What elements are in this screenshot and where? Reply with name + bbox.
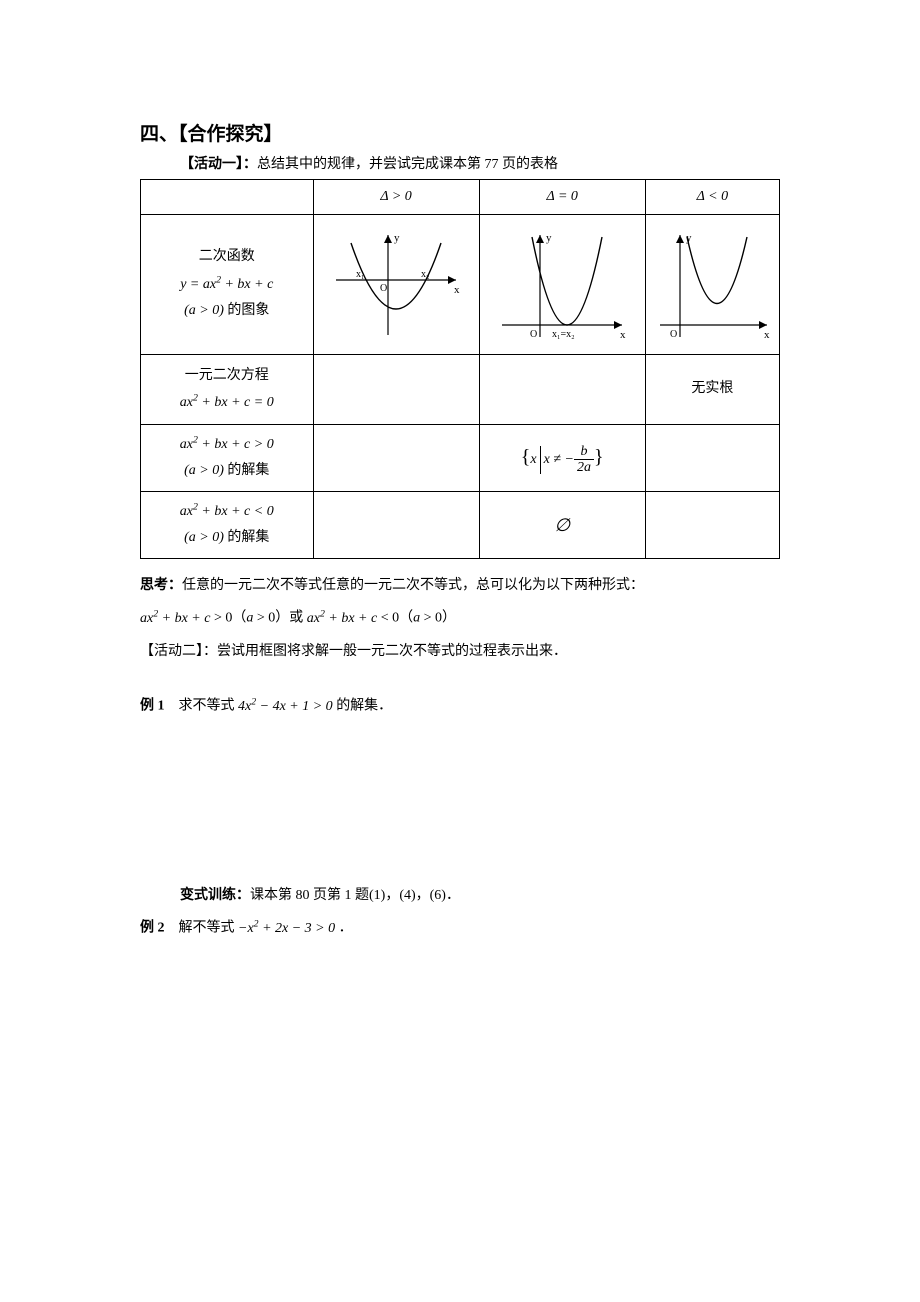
variation-label: 变式训练：: [180, 888, 250, 903]
activity-2-label: 【活动二】：: [140, 644, 217, 659]
parabola-no-root-icon: x y O: [652, 225, 772, 345]
example-2: 例 2 解不等式 −x2 + 2x − 3 > 0 ．: [140, 915, 780, 942]
thinking-formula: ax2 + bx + c > 0（a > 0）或 ax2 + bx + c < …: [140, 605, 780, 632]
gt-zero-cell: {xx ≠ −b2a}: [479, 425, 645, 492]
row-gt: ax2 + bx + c > 0(a > 0) 的解集 {xx ≠ −b2a}: [141, 425, 780, 492]
lt-pos-cell: [313, 492, 479, 559]
variation-text: 课本第 80 页第 1 题(1)，(4)，(6)．: [250, 888, 460, 903]
parabola-two-roots-icon: x y O x₁ x₂: [326, 225, 466, 345]
row-gt-label: ax2 + bx + c > 0(a > 0) 的解集: [141, 425, 314, 492]
a-pos-graph: (a > 0) 的图象: [184, 303, 269, 318]
header-delta-pos: Δ > 0: [313, 179, 479, 214]
section-title: 四、【合作探究】: [140, 120, 780, 150]
example-1-workspace: [140, 727, 780, 877]
table-corner: [141, 179, 314, 214]
row-lt-label: ax2 + bx + c < 0(a > 0) 的解集: [141, 492, 314, 559]
example-1-text: 求不等式 4x2 − 4x + 1 > 0 的解集．: [165, 699, 393, 714]
table-header-row: Δ > 0 Δ = 0 Δ < 0: [141, 179, 780, 214]
thinking-label: 思考：: [140, 578, 182, 593]
svg-text:O: O: [670, 329, 677, 340]
lt-zero-cell: ∅: [479, 492, 645, 559]
activity-2-text: 尝试用框图将求解一般一元二次不等式的过程表示出来．: [217, 644, 567, 659]
document-page: 四、【合作探究】 【活动一】：总结其中的规律，并尝试完成课本第 77 页的表格 …: [0, 0, 920, 1302]
svg-text:x: x: [764, 329, 770, 341]
example-2-text: 解不等式 −x2 + 2x − 3 > 0 ．: [165, 921, 353, 936]
eq-zero-cell: [479, 355, 645, 425]
svg-text:O: O: [380, 283, 387, 294]
svg-text:y: y: [546, 232, 552, 244]
svg-text:x₁: x₁: [356, 269, 365, 280]
thinking-line: 思考：任意的一元二次不等式任意的一元二次不等式，总可以化为以下两种形式：: [140, 573, 780, 600]
row-graph-label: 二次函数 y = ax2 + bx + c (a > 0) 的图象: [141, 215, 314, 355]
variation-line: 变式训练：课本第 80 页第 1 题(1)，(4)，(6)．: [180, 883, 780, 910]
activity-2-line: 【活动二】：尝试用框图将求解一般一元二次不等式的过程表示出来．: [140, 639, 780, 666]
header-delta-neg: Δ < 0: [645, 179, 779, 214]
graph-delta-neg: x y O: [645, 215, 779, 355]
lt-neg-cell: [645, 492, 779, 559]
activity-1-line: 【活动一】：总结其中的规律，并尝试完成课本第 77 页的表格: [180, 154, 780, 176]
svg-text:x: x: [454, 284, 460, 296]
row-equation: 一元二次方程 ax2 + bx + c = 0 无实根: [141, 355, 780, 425]
thinking-text: 任意的一元二次不等式任意的一元二次不等式，总可以化为以下两种形式：: [182, 578, 644, 593]
svg-text:x: x: [620, 329, 626, 341]
activity-1-label: 【活动一】：: [180, 157, 257, 172]
eq-pos-cell: [313, 355, 479, 425]
example-1-label: 例 1: [140, 699, 165, 714]
summary-table: Δ > 0 Δ = 0 Δ < 0 二次函数 y = ax2 + bx + c …: [140, 179, 780, 559]
example-2-label: 例 2: [140, 921, 165, 936]
parabola-one-root-icon: x y O x₁=x₂: [492, 225, 632, 345]
row-lt: ax2 + bx + c < 0(a > 0) 的解集 ∅: [141, 492, 780, 559]
row-eq-label: 一元二次方程 ax2 + bx + c = 0: [141, 355, 314, 425]
gt-pos-cell: [313, 425, 479, 492]
quadratic-fn: y = ax2 + bx + c: [180, 277, 273, 292]
eq-neg-cell: 无实根: [645, 355, 779, 425]
row-graphs: 二次函数 y = ax2 + bx + c (a > 0) 的图象 x y O …: [141, 215, 780, 355]
gt-neg-cell: [645, 425, 779, 492]
body-text-block: 思考：任意的一元二次不等式任意的一元二次不等式，总可以化为以下两种形式： ax2…: [140, 573, 780, 943]
activity-1-text: 总结其中的规律，并尝试完成课本第 77 页的表格: [257, 157, 558, 172]
graph-delta-pos: x y O x₁ x₂: [313, 215, 479, 355]
svg-text:x₂: x₂: [421, 269, 430, 280]
example-1: 例 1 求不等式 4x2 − 4x + 1 > 0 的解集．: [140, 693, 780, 720]
header-delta-zero: Δ = 0: [479, 179, 645, 214]
svg-text:y: y: [394, 232, 400, 244]
svg-text:x₁=x₂: x₁=x₂: [552, 329, 575, 340]
svg-text:O: O: [530, 329, 537, 340]
graph-delta-zero: x y O x₁=x₂: [479, 215, 645, 355]
